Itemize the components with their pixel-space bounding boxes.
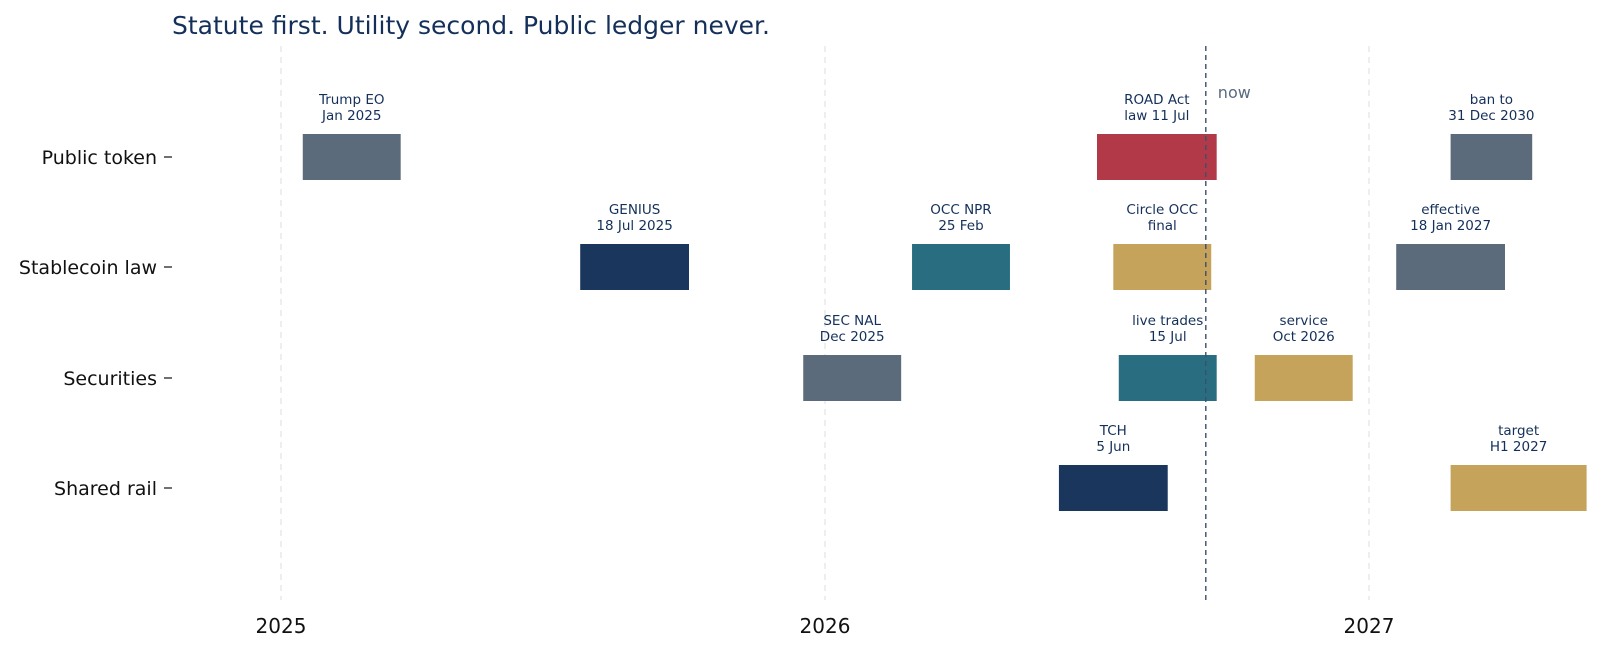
event-label-0: Trump EO Jan 2025 <box>318 92 385 124</box>
event-label-10: TCH 5 Jun <box>1096 423 1130 455</box>
event-bar-6 <box>1396 244 1505 290</box>
now-label: now <box>1218 83 1251 102</box>
event-bar-1 <box>1097 134 1217 180</box>
event-label-11: target H1 2027 <box>1490 423 1547 455</box>
event-bar-9 <box>1254 355 1353 401</box>
year-axis: 2025 2026 2027 <box>256 614 1395 638</box>
event-label-2: ban to 31 Dec 2030 <box>1448 92 1534 124</box>
x-tick-label-2027: 2027 <box>1344 614 1395 638</box>
category-axis: Public token Stablecoin law Securities Shar… <box>19 147 172 500</box>
event-bar-2 <box>1450 134 1533 180</box>
category-label-public-token: Public token <box>42 147 157 169</box>
event-bar-11 <box>1450 465 1587 511</box>
event-bar-4 <box>912 244 1010 290</box>
event-label-7: SEC NAL Dec 2025 <box>820 313 885 345</box>
now-marker: now <box>1205 46 1251 600</box>
category-label-stablecoin-law: Stablecoin law <box>19 257 157 279</box>
chart-title: Statute first. Utility second. Public le… <box>172 11 770 40</box>
event-label-4: OCC NPR 25 Feb <box>930 202 991 234</box>
event-label-3: GENIUS 18 Jul 2025 <box>596 202 672 234</box>
event-bar-10 <box>1058 465 1168 511</box>
event-label-1: ROAD Act law 11 Jul <box>1124 92 1189 124</box>
category-label-securities: Securities <box>63 368 157 390</box>
category-label-shared-rail: Shared rail <box>54 478 157 500</box>
event-label-9: service Oct 2026 <box>1273 313 1335 345</box>
event-bar-7 <box>803 355 902 401</box>
event-bars: Trump EO Jan 2025 ROAD Act law 11 Jul ban to… <box>302 92 1587 511</box>
event-bar-8 <box>1118 355 1217 401</box>
event-label-6: effective 18 Jan 2027 <box>1410 202 1491 234</box>
x-tick-label-2026: 2026 <box>800 614 851 638</box>
event-bar-5 <box>1113 244 1212 290</box>
event-bar-3 <box>580 244 689 290</box>
x-tick-label-2025: 2025 <box>256 614 307 638</box>
event-bar-0 <box>302 134 401 180</box>
event-label-8: live trades 15 Jul <box>1132 313 1203 345</box>
year-gridlines <box>280 46 1370 600</box>
event-label-5: Circle OCC final <box>1126 202 1198 234</box>
